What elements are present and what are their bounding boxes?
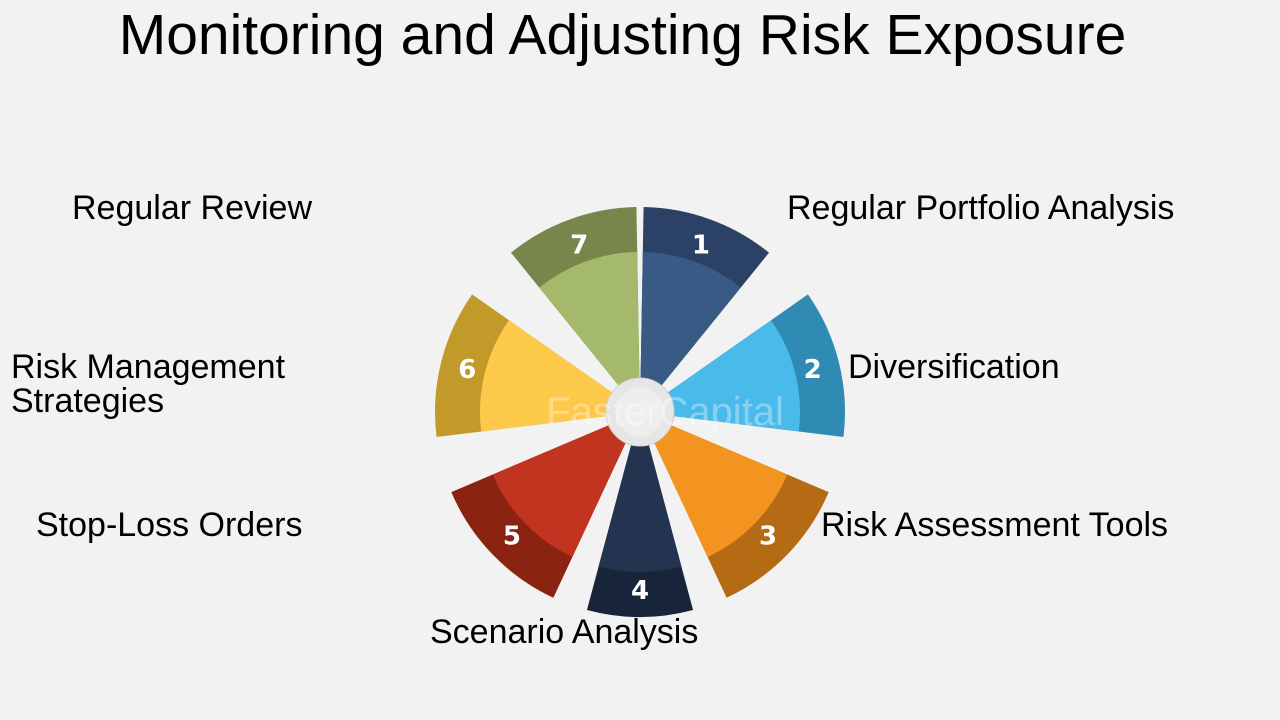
label-risk-management-line1: Risk Management bbox=[11, 348, 286, 386]
segment-6-inner bbox=[480, 320, 616, 432]
label-regular-review: Regular Review bbox=[72, 189, 312, 227]
page-title: Monitoring and Adjusting Risk Exposure bbox=[118, 3, 1127, 67]
segment-3-number: 3 bbox=[759, 522, 777, 552]
segment-7 bbox=[510, 207, 640, 389]
label-risk-management-strategies: Risk Management Strategies bbox=[11, 350, 285, 418]
segment-6 bbox=[435, 294, 616, 437]
segment-1-number: 1 bbox=[692, 231, 710, 261]
segment-1-inner bbox=[640, 252, 741, 389]
label-scenario-analysis: Scenario Analysis bbox=[430, 613, 699, 651]
segment-2-inner bbox=[664, 320, 800, 432]
segment-3-inner bbox=[652, 423, 788, 558]
segment-7-inner bbox=[539, 252, 640, 389]
segment-4 bbox=[586, 440, 694, 617]
segments-layer bbox=[435, 207, 845, 617]
label-stop-loss-orders: Stop-Loss Orders bbox=[36, 506, 303, 544]
center-hub bbox=[605, 377, 675, 447]
segment-5 bbox=[451, 423, 628, 598]
segment-2 bbox=[664, 294, 845, 437]
segment-6-number: 6 bbox=[458, 355, 476, 385]
segment-4-number: 4 bbox=[631, 576, 649, 606]
segment-1 bbox=[640, 207, 770, 389]
label-risk-management-line2: Strategies bbox=[11, 382, 165, 420]
watermark-text: FasterCapital bbox=[546, 390, 784, 434]
label-risk-assessment-tools: Risk Assessment Tools bbox=[821, 506, 1169, 544]
segment-5-number: 5 bbox=[503, 522, 521, 552]
segment-4-inner bbox=[598, 440, 682, 572]
segment-3 bbox=[652, 423, 829, 598]
segment-7-number: 7 bbox=[570, 231, 588, 261]
label-regular-portfolio-analysis: Regular Portfolio Analysis bbox=[787, 189, 1175, 227]
numbers-layer: 1 2 3 4 5 6 7 bbox=[458, 231, 822, 606]
segment-5-inner bbox=[492, 423, 628, 558]
label-diversification: Diversification bbox=[848, 348, 1060, 386]
segment-2-number: 2 bbox=[804, 355, 822, 385]
